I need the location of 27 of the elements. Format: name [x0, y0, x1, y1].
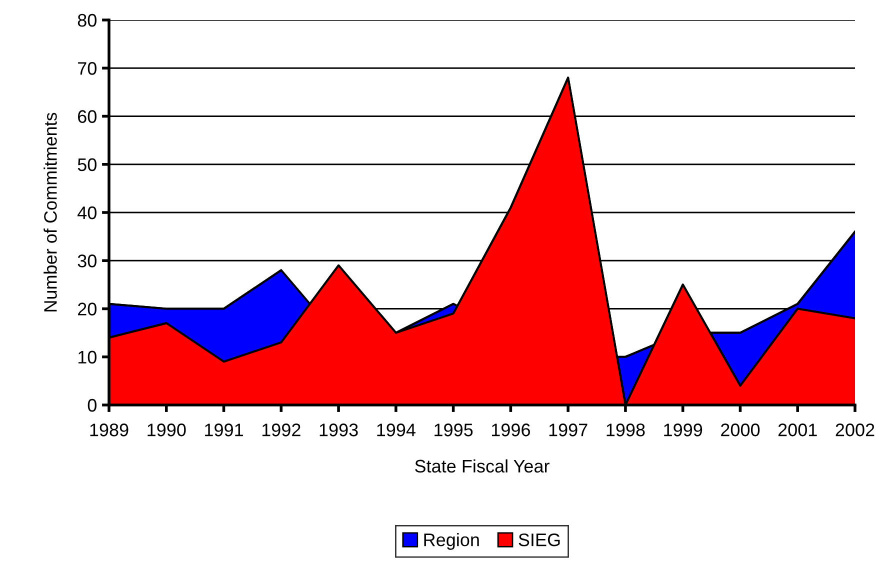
- x-tick-label: 1991: [205, 424, 243, 436]
- legend-label: Region: [424, 532, 479, 550]
- x-tick-label: 2001: [778, 424, 817, 436]
- x-tick-label: 2000: [721, 424, 760, 436]
- x-axis-title: State Fiscal Year: [415, 459, 550, 473]
- x-tick-label: 1999: [664, 424, 702, 436]
- x-tick-label: 1992: [262, 424, 300, 436]
- y-tick-label: 60: [78, 110, 96, 123]
- x-tick-label: 2002: [836, 424, 874, 436]
- x-tick-label: 1995: [434, 424, 473, 436]
- x-tick-label: 1993: [320, 424, 358, 436]
- x-tick-label: 1994: [377, 424, 416, 436]
- y-tick-label: 40: [78, 206, 96, 220]
- x-tick-label: 1998: [606, 424, 645, 436]
- x-tick-label: 1996: [492, 424, 530, 436]
- x-tick-label: 1989: [90, 424, 128, 436]
- y-tick-label: 80: [78, 14, 96, 27]
- y-tick-label: 0: [88, 398, 96, 412]
- x-tick-label: 1997: [549, 424, 588, 436]
- legend-label: SIEG: [518, 533, 560, 546]
- y-tick-label: 50: [78, 158, 96, 172]
- x-tick-label: 1990: [148, 424, 186, 436]
- y-tick-label: 70: [78, 62, 96, 75]
- y-tick-label: 20: [78, 302, 96, 316]
- y-tick-label: 10: [78, 350, 96, 364]
- y-tick-label: 30: [78, 254, 96, 268]
- y-axis-title: Number of Commitments: [44, 112, 57, 312]
